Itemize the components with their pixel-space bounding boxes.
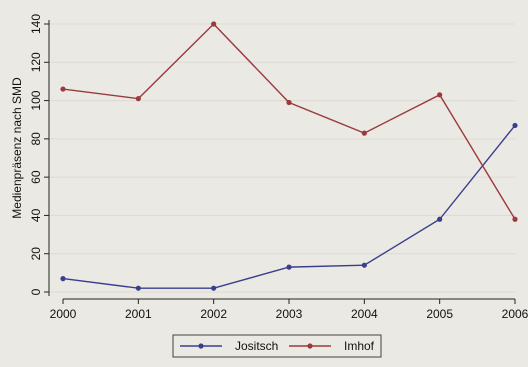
y-tick-label: 100 <box>29 90 43 110</box>
legend-marker-imhof <box>307 343 313 349</box>
data-point-imhof <box>135 96 141 102</box>
legend-marker-jositsch <box>198 343 204 349</box>
x-tick-label: 2004 <box>351 307 378 321</box>
x-tick-label: 2003 <box>276 307 303 321</box>
series-group <box>60 21 518 291</box>
legend-box <box>172 334 382 358</box>
data-point-imhof <box>286 99 292 106</box>
data-point-jositsch <box>135 285 141 291</box>
data-point-imhof <box>211 21 217 27</box>
y-tick-label: 20 <box>29 247 43 261</box>
legend: Jositsch Imhof <box>172 334 382 358</box>
legend-label-imhof: Imhof <box>344 339 375 353</box>
gridlines <box>49 23 515 293</box>
data-point-imhof <box>437 92 443 98</box>
data-point-imhof <box>512 216 518 222</box>
data-point-imhof <box>60 86 66 92</box>
data-point-jositsch <box>286 264 292 270</box>
y-tick-label: 120 <box>29 52 43 72</box>
x-tick-label: 2006 <box>502 307 528 321</box>
y-tick-label: 0 <box>29 288 43 295</box>
x-tick-label: 2002 <box>200 307 227 321</box>
x-tick-label: 2005 <box>426 307 453 321</box>
x-tick-label: 2001 <box>125 307 152 321</box>
data-point-jositsch <box>60 276 66 282</box>
data-point-jositsch <box>361 262 367 268</box>
y-tick-label: 80 <box>29 132 43 146</box>
legend-label-jositsch: Jositsch <box>235 339 278 353</box>
y-axis-title: Medienpräsenz nach SMD <box>10 77 24 219</box>
y-tick-label: 40 <box>29 208 43 222</box>
data-point-jositsch <box>211 285 217 291</box>
y-tick-label: 140 <box>29 14 43 34</box>
data-point-jositsch <box>512 122 518 129</box>
data-point-imhof <box>361 130 367 136</box>
x-tick-label: 2000 <box>50 307 77 321</box>
y-tick-label: 60 <box>29 170 43 184</box>
data-point-jositsch <box>437 216 443 222</box>
axes: 0 20 40 60 80 100 120 140 2000 2001 2002 2003 2004 20… <box>29 14 528 321</box>
